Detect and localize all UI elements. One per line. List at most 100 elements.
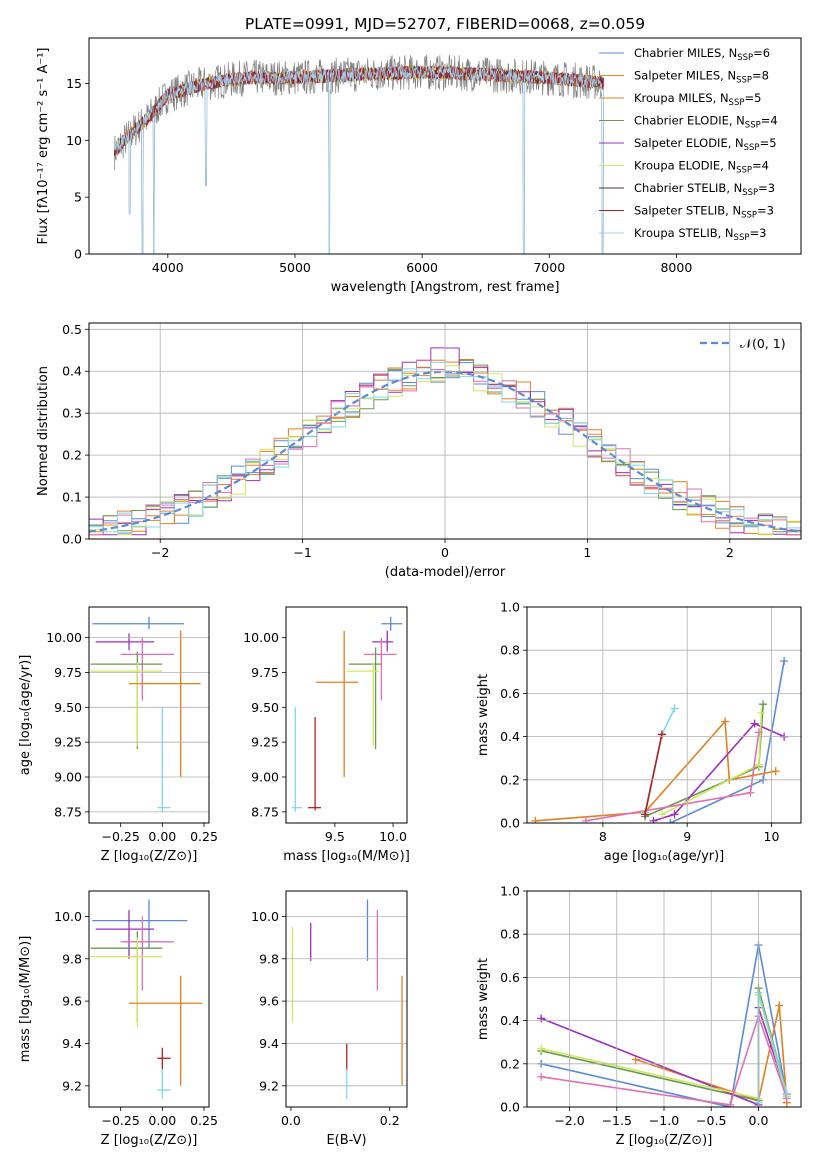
legend-text: Salpeter STELIB, N <box>634 204 741 218</box>
legend-subscript: SSP <box>737 53 753 63</box>
legend-entry: Chabrier STELIB, NSSP=3 <box>634 181 775 198</box>
legend-count: =3 <box>749 226 766 240</box>
weight-marker <box>750 719 759 728</box>
age_vs_Z-plot-area <box>90 616 201 812</box>
y-tick-label: 9.2 <box>259 1078 279 1093</box>
legend-subscript: SSP <box>744 143 760 153</box>
y-tick-label: 15 <box>66 76 82 91</box>
x-tick-label: −2.0 <box>554 1113 584 1128</box>
x-tick-label: 8 <box>599 829 607 844</box>
weight-marker <box>657 730 666 739</box>
legend-entry: Salpeter STELIB, NSSP=3 <box>634 204 774 221</box>
legend-count: =5 <box>760 136 777 150</box>
y-tick-label: 10 <box>66 133 82 148</box>
weight-marker <box>531 816 540 823</box>
y-tick-label: 9.8 <box>62 951 82 966</box>
x-axis-label: (data-model)/error <box>385 565 506 580</box>
weight-line <box>644 704 764 818</box>
weight-marker <box>537 1014 546 1023</box>
y-tick-label: 0.6 <box>500 686 520 701</box>
legend-entry: Chabrier MILES, NSSP=6 <box>634 46 770 63</box>
weight-marker <box>782 1090 791 1099</box>
legend-text: Salpeter MILES, N <box>634 69 736 83</box>
legend-subscript: SSP <box>745 121 761 131</box>
legend-text: Salpeter ELODIE, N <box>634 136 744 150</box>
y-tick-label: 0.3 <box>62 406 82 421</box>
legend-subscript: SSP <box>736 76 752 86</box>
x-tick-label: 10.0 <box>379 829 407 844</box>
x-axis-label: age [log₁₀(age/yr)] <box>604 849 725 864</box>
y-tick-label: 9.50 <box>54 700 82 715</box>
y-tick-label: 8.75 <box>54 804 82 819</box>
weight-line <box>644 734 663 815</box>
x-tick-label: 0 <box>441 545 449 560</box>
axes-frame <box>285 890 408 1108</box>
weight-marker <box>754 728 763 737</box>
legend-text: Kroupa STELIB, N <box>634 226 734 240</box>
weight-marker <box>746 788 755 797</box>
y-tick-label: 9.00 <box>251 770 279 785</box>
x-axis-label: wavelength [Angstrom, rest frame] <box>331 280 560 295</box>
legend-count: =5 <box>744 91 761 105</box>
x-tick-label: 0.0 <box>749 1113 769 1128</box>
legend-subscript: SSP <box>736 166 752 176</box>
weight-marker <box>771 767 780 776</box>
axes-frame <box>526 890 802 1108</box>
x-tick-label: 0.25 <box>190 829 218 844</box>
weight-marker <box>670 704 679 713</box>
weight-marker <box>537 1044 546 1053</box>
legend-count: =3 <box>757 204 774 218</box>
y-tick-label: 5 <box>74 190 82 205</box>
x-tick-label: 1 <box>583 545 591 560</box>
y-tick-label: 10.0 <box>54 909 82 924</box>
x-axis-label: Z [log₁₀(Z/Z⊙)] <box>616 1133 713 1148</box>
x-tick-label: 4000 <box>152 260 184 275</box>
legend-count: =3 <box>758 181 775 195</box>
weight-marker <box>649 816 658 823</box>
weight-line <box>653 722 785 822</box>
x-axis-label: Z [log₁₀(Z/Z⊙)] <box>101 1133 198 1148</box>
axes-frame <box>88 890 210 1108</box>
y-axis-label: mass [log₁₀(M/M⊙)] <box>18 936 33 1063</box>
legend-count: =4 <box>761 114 778 128</box>
weight-marker <box>726 1100 735 1107</box>
y-axis-label: mass weight <box>476 958 491 1040</box>
x-tick-label: 7000 <box>533 260 565 275</box>
weight-marker <box>641 810 650 819</box>
legend-subscript: SSP <box>729 98 745 108</box>
weight-marker <box>582 816 591 823</box>
weight-marker <box>657 810 666 819</box>
y-tick-label: 0.4 <box>500 729 520 744</box>
x-tick-label: 0.00 <box>148 829 176 844</box>
legend-subscript: SSP <box>742 188 758 198</box>
y-axis-label: Flux [fλ10⁻¹⁷ erg cm⁻² s⁻¹ A⁻¹] <box>36 48 51 245</box>
legend-count: =8 <box>752 69 769 83</box>
y-tick-label: 9.50 <box>251 700 279 715</box>
legend-entry: Chabrier ELODIE, NSSP=4 <box>634 114 778 131</box>
y-tick-label: 0 <box>74 247 82 262</box>
mass_vs_Z-panel: −0.25 0.00 0.25 9.2 9.4 9.6 9.8 10.0 Z [log₁₀(Z/… <box>18 890 218 1148</box>
axes-frame <box>285 606 408 824</box>
y-tick-label: 9.6 <box>62 994 82 1009</box>
y-tick-label: 0.0 <box>62 532 82 547</box>
y-tick-label: 0.8 <box>500 927 520 942</box>
mass_vs_EBV-panel: 0.0 0.2 9.2 9.4 9.6 9.8 10.0 E(B-V) <box>251 890 408 1148</box>
axes-frame <box>88 322 802 540</box>
x-tick-label: 0.2 <box>380 1113 400 1128</box>
x-tick-label: 8000 <box>660 260 692 275</box>
axes-frame <box>88 37 802 255</box>
age_vs_mass-panel: 9.5 10.0 8.75 9.00 9.25 9.50 9.75 10.00 mass [lo… <box>243 606 410 864</box>
weight-marker <box>754 760 763 769</box>
x-axis-label: E(B-V) <box>326 1133 366 1148</box>
age_vs_mass-plot-area <box>291 616 403 812</box>
y-tick-label: 9.6 <box>259 994 279 1009</box>
x-tick-label: 5000 <box>279 260 311 275</box>
residuals-panel: −2 −1 0 1 2 0.0 0.1 0.2 0.3 0.4 0.5 (data-model)/er… <box>36 322 802 580</box>
legend-entry: Salpeter MILES, NSSP=8 <box>634 69 769 86</box>
legend-text: Chabrier STELIB, N <box>634 181 742 195</box>
x-tick-label: 10 <box>764 829 780 844</box>
legend-entry: 𝒩(0, 1) <box>740 336 786 351</box>
legend-count: =4 <box>752 159 769 173</box>
